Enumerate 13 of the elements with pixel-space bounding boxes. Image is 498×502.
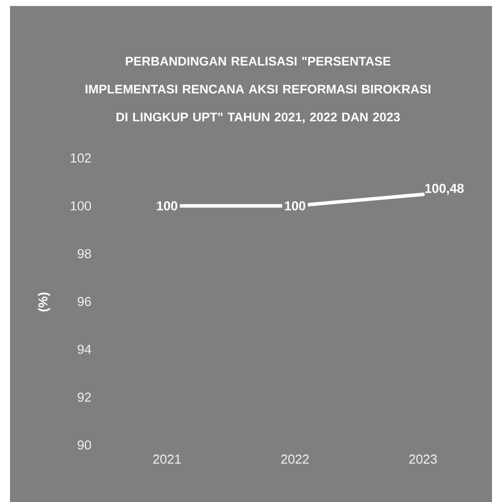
x-tick-label: 2021 — [153, 454, 181, 464]
y-tick-label: 100 — [70, 201, 91, 210]
data-label: 100,48 — [425, 184, 464, 195]
y-tick-label: 98 — [78, 249, 91, 258]
x-tick-label: 2022 — [281, 454, 309, 464]
y-axis-title: (%) — [38, 292, 50, 312]
y-tick-label: 90 — [78, 440, 91, 450]
y-tick-label: 94 — [78, 344, 92, 354]
chart-title: PERBANDINGAN REALISASI "PERSENTASE IMPLEMENTASI RENCANA AKSI REFORMASI BIROKRASI DI LINGKUP UPT" TAHUN 2021, 2022 DAN 2023 — [86, 56, 430, 124]
y-tick-label: 102 — [70, 153, 91, 163]
x-tick-label: 2023 — [409, 454, 437, 464]
y-tick-label: 92 — [78, 392, 91, 402]
y-tick-label: 96 — [78, 296, 91, 306]
